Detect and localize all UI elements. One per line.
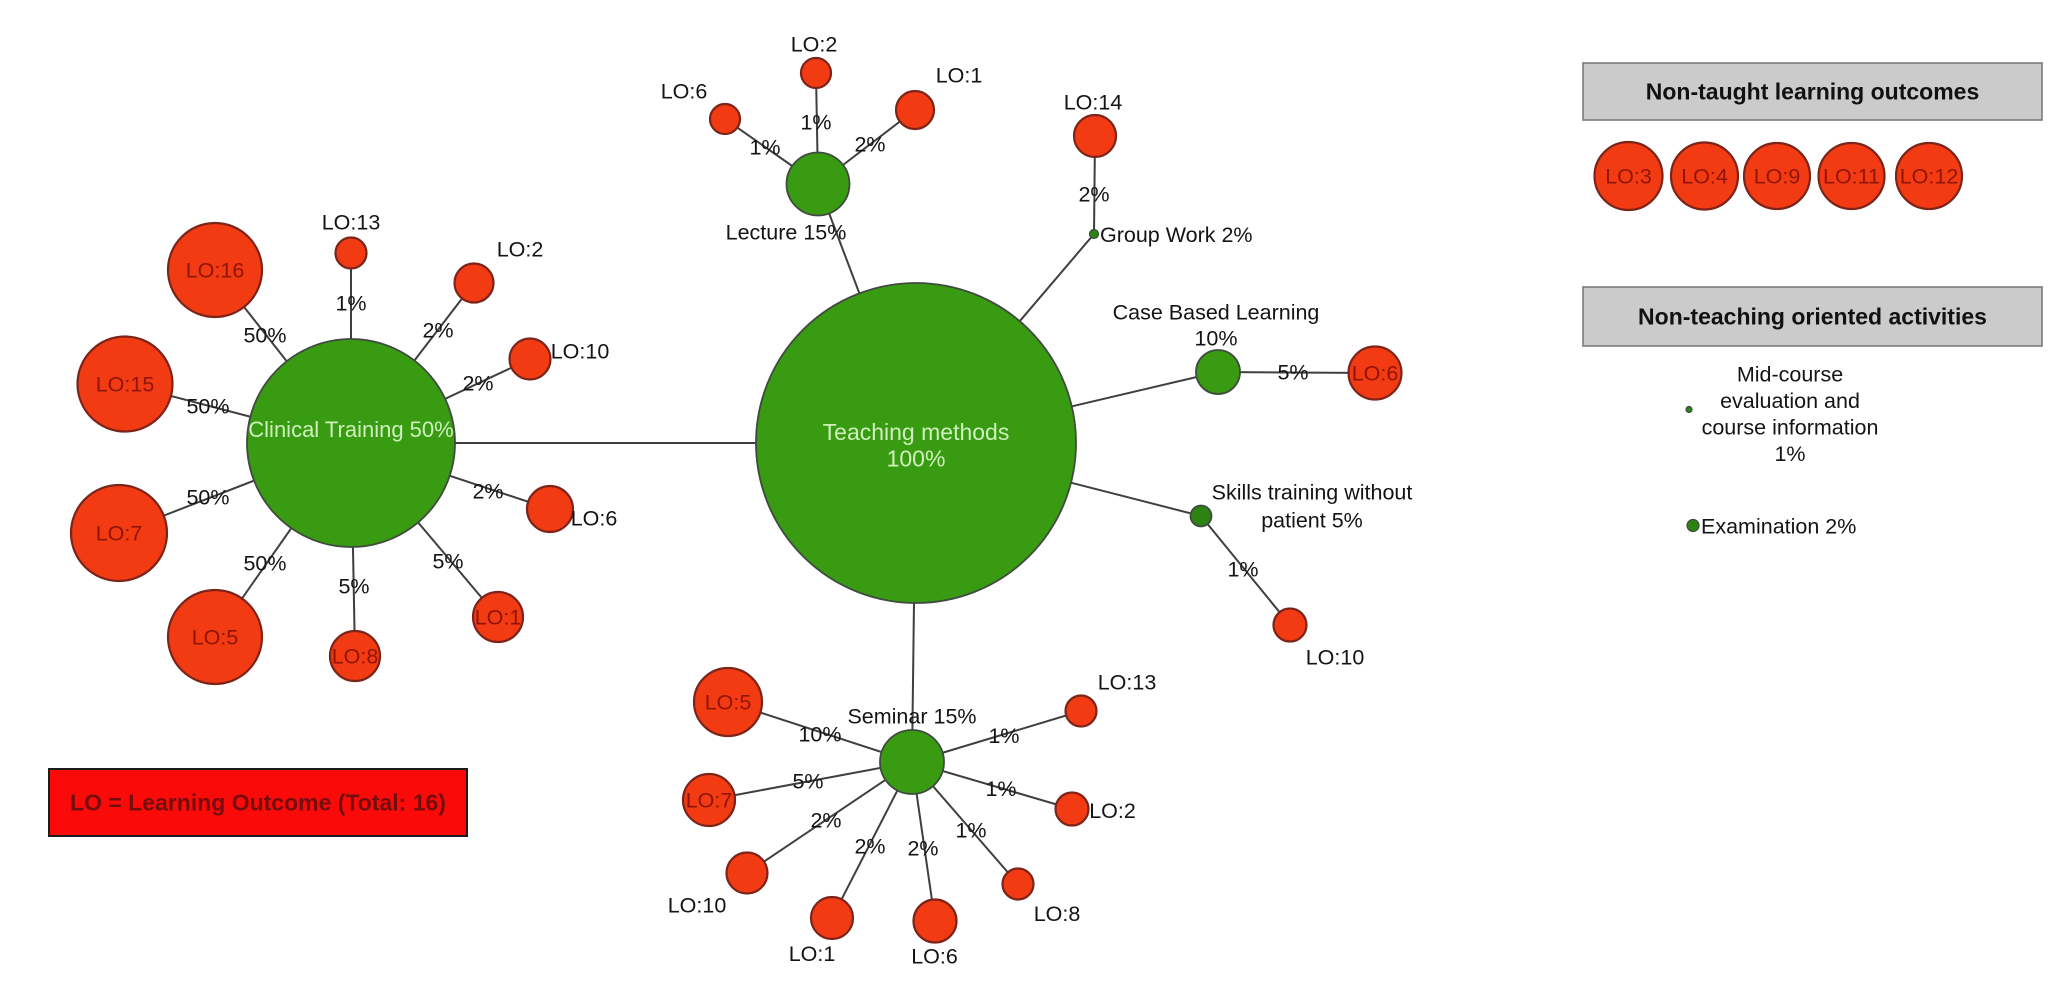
svg-text:2%: 2% <box>1078 183 1109 207</box>
svg-text:LO:10: LO:10 <box>668 894 727 918</box>
svg-text:LO:8: LO:8 <box>332 645 379 669</box>
svg-text:LO:1: LO:1 <box>789 942 836 966</box>
svg-text:LO:1: LO:1 <box>936 64 983 88</box>
svg-text:50%: 50% <box>243 552 286 576</box>
svg-text:2%: 2% <box>462 372 493 396</box>
svg-text:LO:5: LO:5 <box>705 691 752 715</box>
svg-text:LO:3: LO:3 <box>1605 165 1652 189</box>
svg-text:1%: 1% <box>1227 558 1258 582</box>
svg-text:5%: 5% <box>792 770 823 794</box>
svg-text:Non-teaching oriented activiti: Non-teaching oriented activities <box>1638 304 1987 330</box>
svg-text:Non-taught learning outcomes: Non-taught learning outcomes <box>1646 79 1980 105</box>
svg-text:LO:12: LO:12 <box>1900 165 1959 189</box>
svg-text:1%: 1% <box>985 777 1016 801</box>
svg-text:5%: 5% <box>1277 361 1308 385</box>
svg-text:1%: 1% <box>955 819 986 843</box>
svg-text:LO:4: LO:4 <box>1681 165 1728 189</box>
svg-text:2%: 2% <box>907 837 938 861</box>
svg-text:LO:13: LO:13 <box>1098 671 1157 695</box>
svg-text:Group Work 2%: Group Work 2% <box>1100 223 1253 247</box>
svg-text:LO:10: LO:10 <box>1306 646 1365 670</box>
svg-text:50%: 50% <box>186 395 229 419</box>
svg-text:patient 5%: patient 5% <box>1261 509 1363 533</box>
svg-text:Teaching methods: Teaching methods <box>823 419 1010 445</box>
svg-text:Seminar 15%: Seminar 15% <box>847 705 976 729</box>
svg-text:2%: 2% <box>810 809 841 833</box>
svg-text:1%: 1% <box>749 136 780 160</box>
svg-text:LO:14: LO:14 <box>1064 91 1123 115</box>
svg-text:course information: course information <box>1702 416 1879 440</box>
svg-text:100%: 100% <box>887 446 946 472</box>
svg-text:LO:6: LO:6 <box>911 945 958 969</box>
svg-text:LO:5: LO:5 <box>192 626 239 650</box>
svg-text:5%: 5% <box>432 550 463 574</box>
svg-text:LO:7: LO:7 <box>686 789 733 813</box>
svg-text:2%: 2% <box>472 480 503 504</box>
svg-text:2%: 2% <box>854 835 885 859</box>
svg-text:LO:16: LO:16 <box>186 259 245 283</box>
svg-text:Case Based Learning: Case Based Learning <box>1113 301 1320 325</box>
svg-text:LO:6: LO:6 <box>1352 362 1399 386</box>
svg-text:50%: 50% <box>243 324 286 348</box>
svg-text:LO:2: LO:2 <box>1089 799 1136 823</box>
svg-text:LO:15: LO:15 <box>96 373 155 397</box>
svg-text:LO:9: LO:9 <box>1754 165 1801 189</box>
svg-text:2%: 2% <box>422 319 453 343</box>
svg-text:50%: 50% <box>186 486 229 510</box>
svg-text:1%: 1% <box>1774 442 1805 466</box>
svg-text:1%: 1% <box>800 111 831 135</box>
svg-text:LO:10: LO:10 <box>551 340 610 364</box>
svg-text:2%: 2% <box>854 133 885 157</box>
svg-text:1%: 1% <box>335 292 366 316</box>
svg-text:LO:2: LO:2 <box>791 33 838 57</box>
svg-text:10%: 10% <box>1194 327 1237 351</box>
svg-text:LO:11: LO:11 <box>1823 165 1880 189</box>
svg-text:LO:8: LO:8 <box>1034 902 1081 926</box>
svg-text:Lecture 15%: Lecture 15% <box>726 221 847 245</box>
svg-text:LO:7: LO:7 <box>96 522 143 546</box>
svg-text:1%: 1% <box>988 724 1019 748</box>
svg-text:LO:6: LO:6 <box>661 80 708 104</box>
svg-text:evaluation and: evaluation and <box>1720 389 1860 413</box>
svg-text:LO:2: LO:2 <box>497 238 544 262</box>
svg-text:Skills training without: Skills training without <box>1212 481 1413 505</box>
svg-text:Clinical Training 50%: Clinical Training 50% <box>248 417 453 442</box>
svg-text:LO:13: LO:13 <box>322 211 381 235</box>
svg-text:Examination 2%: Examination 2% <box>1701 515 1856 539</box>
svg-text:LO:1: LO:1 <box>475 606 522 630</box>
svg-text:Mid-course: Mid-course <box>1737 363 1843 387</box>
svg-text:10%: 10% <box>798 723 841 747</box>
svg-text:LO:6: LO:6 <box>571 507 618 531</box>
svg-text:5%: 5% <box>338 575 369 599</box>
svg-text:LO = Learning Outcome (Total:: LO = Learning Outcome (Total: 16) <box>70 790 446 816</box>
